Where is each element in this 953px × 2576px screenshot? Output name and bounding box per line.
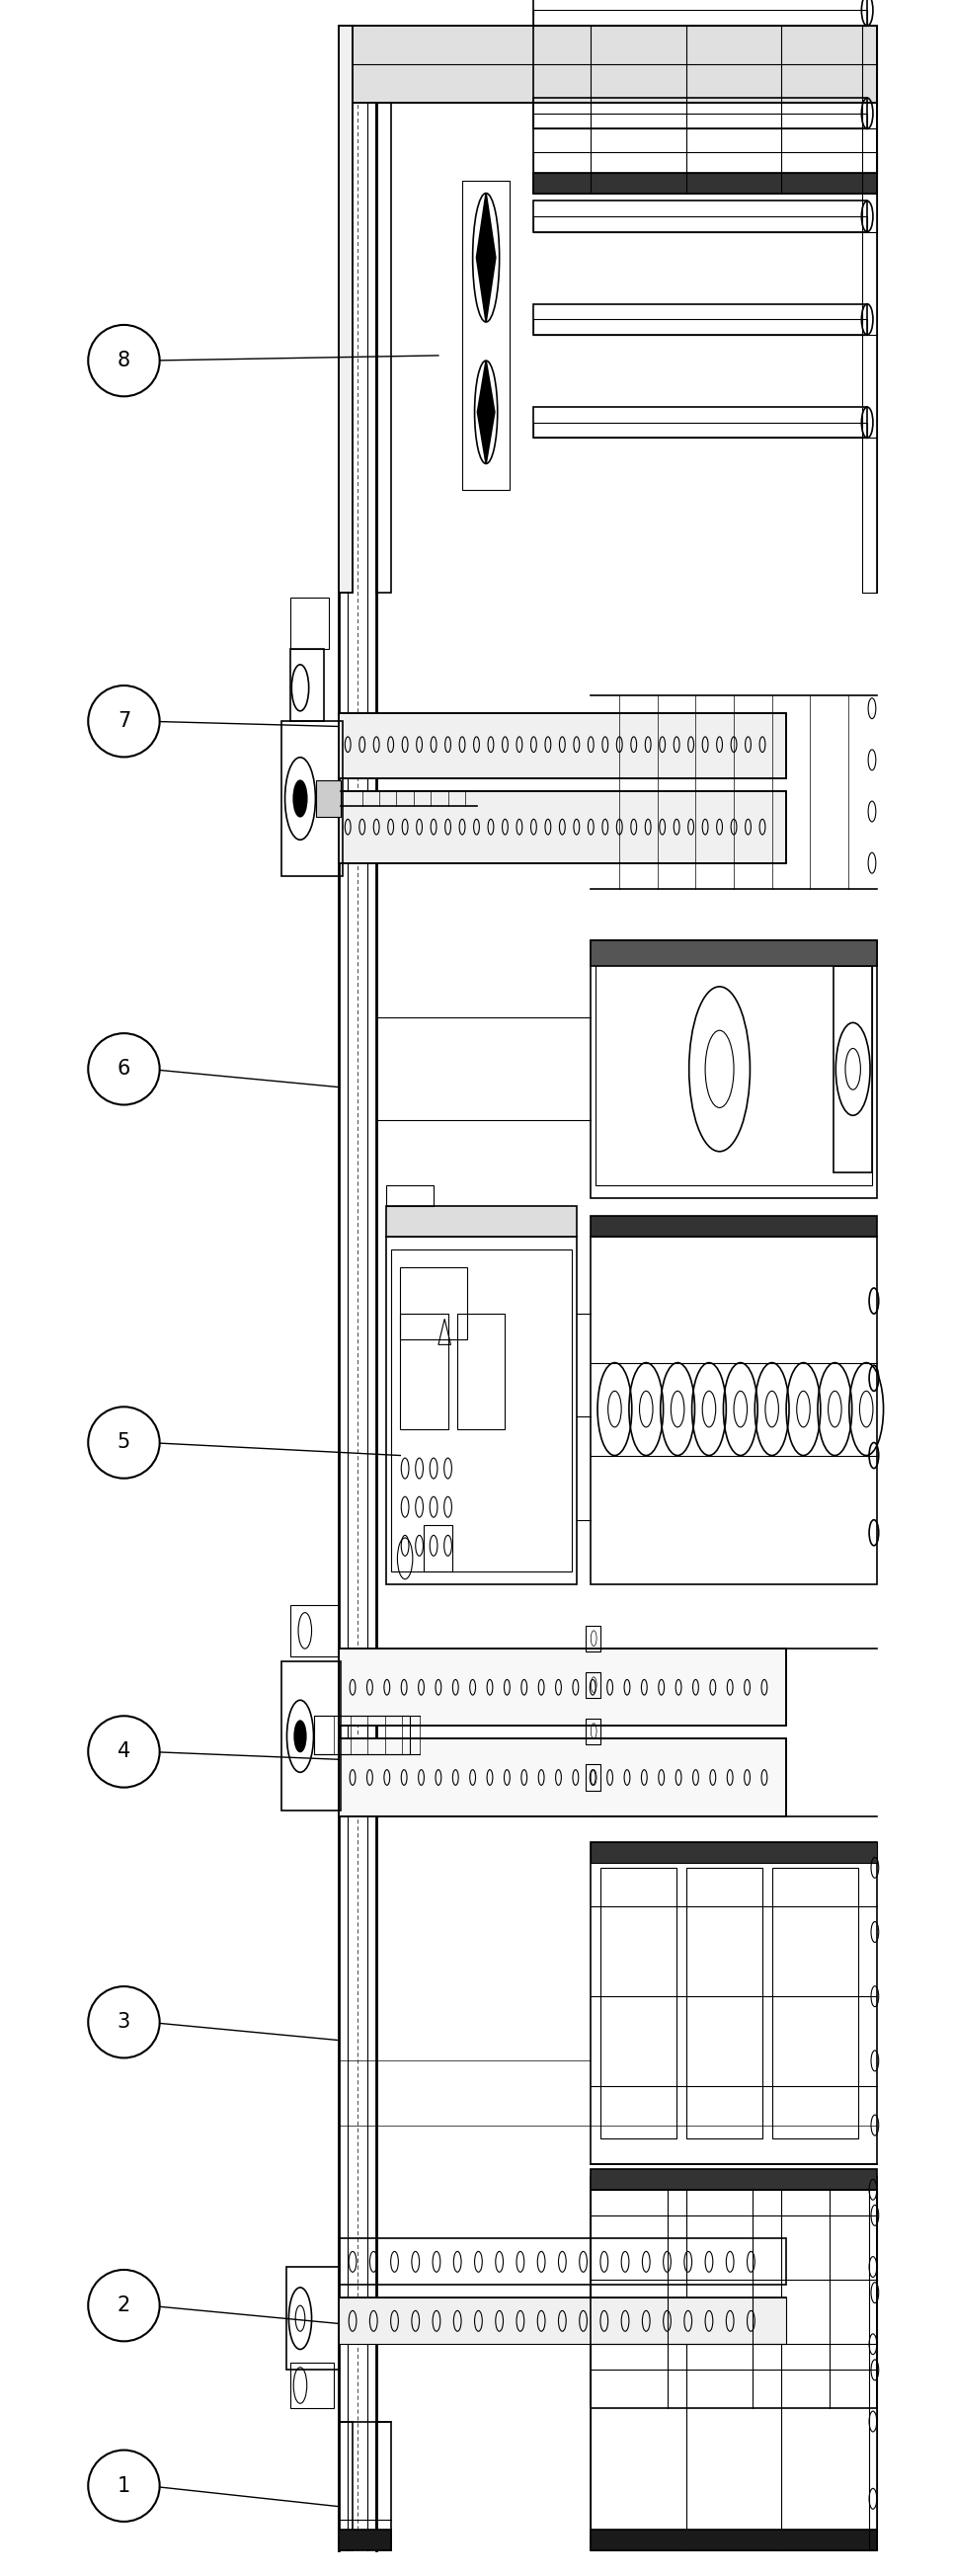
Ellipse shape — [88, 325, 159, 397]
Bar — [291, 649, 324, 721]
Bar — [338, 2421, 353, 2550]
Bar — [534, 113, 867, 129]
Text: 8: 8 — [117, 350, 131, 371]
Bar — [534, 173, 877, 193]
Bar — [338, 791, 786, 863]
Ellipse shape — [88, 1986, 159, 2058]
Text: 3: 3 — [117, 2012, 131, 2032]
Bar — [586, 1718, 600, 1744]
Bar — [534, 10, 867, 26]
Ellipse shape — [88, 1406, 159, 1479]
Bar — [338, 26, 353, 592]
Bar — [591, 1216, 877, 1236]
Bar — [534, 26, 877, 193]
Bar — [534, 422, 867, 438]
Circle shape — [294, 781, 307, 817]
Bar — [772, 1868, 858, 2138]
Bar — [316, 781, 340, 817]
Bar — [586, 1625, 600, 1651]
Bar — [386, 1236, 577, 1584]
Bar — [338, 791, 786, 863]
Circle shape — [294, 1721, 306, 1752]
Bar — [286, 2267, 338, 2370]
Bar — [591, 2169, 877, 2190]
Polygon shape — [476, 193, 496, 322]
Bar — [424, 1525, 453, 1571]
Bar — [338, 1739, 786, 1816]
Bar — [591, 2190, 877, 2550]
Bar — [591, 2530, 877, 2550]
Bar — [338, 2530, 391, 2550]
Bar — [862, 26, 877, 592]
Bar — [338, 714, 786, 778]
Bar — [338, 1649, 786, 1726]
Bar — [338, 26, 877, 103]
Bar — [534, 304, 867, 335]
Ellipse shape — [88, 685, 159, 757]
Bar — [281, 1662, 340, 1811]
Bar — [376, 2421, 391, 2550]
Text: 7: 7 — [117, 711, 131, 732]
Polygon shape — [477, 361, 495, 464]
Bar — [591, 1236, 877, 1584]
Bar — [391, 1249, 572, 1571]
Bar — [586, 1672, 600, 1698]
Bar — [291, 2362, 334, 2409]
Bar — [686, 1868, 762, 2138]
Bar — [314, 1716, 410, 1754]
Text: 2: 2 — [117, 2295, 131, 2316]
Bar — [338, 2239, 786, 2285]
Bar — [591, 2177, 877, 2409]
Bar — [291, 598, 329, 649]
Bar — [591, 2190, 877, 2550]
Bar — [591, 940, 877, 1198]
Bar — [834, 966, 872, 1172]
Bar — [338, 26, 353, 592]
Text: 4: 4 — [117, 1741, 131, 1762]
Bar — [338, 1739, 786, 1816]
Bar — [534, 407, 867, 438]
Bar — [534, 319, 867, 335]
Ellipse shape — [88, 1716, 159, 1788]
Bar — [386, 1185, 434, 1206]
Bar — [457, 1314, 505, 1430]
Ellipse shape — [88, 2450, 159, 2522]
Bar — [462, 180, 510, 489]
Bar — [338, 2298, 786, 2344]
Bar — [338, 2298, 786, 2344]
Bar — [596, 953, 872, 1185]
Bar — [534, 216, 867, 232]
Bar — [281, 721, 343, 876]
Text: 5: 5 — [117, 1432, 131, 1453]
Bar — [591, 1842, 877, 2164]
Ellipse shape — [88, 2269, 159, 2342]
Bar — [534, 0, 867, 26]
Bar — [400, 1267, 467, 1340]
Bar — [591, 940, 877, 966]
Bar — [591, 1842, 877, 1862]
Bar — [386, 1206, 577, 1236]
Bar — [534, 98, 867, 129]
Bar — [338, 714, 786, 778]
Bar — [291, 1605, 338, 1656]
Bar — [534, 201, 867, 232]
Bar — [338, 1649, 786, 1726]
Bar — [338, 26, 877, 103]
Text: 1: 1 — [117, 2476, 131, 2496]
Bar — [400, 1314, 448, 1430]
Bar — [376, 103, 391, 592]
Bar — [600, 1868, 677, 2138]
Text: 6: 6 — [117, 1059, 131, 1079]
Ellipse shape — [88, 1033, 159, 1105]
Bar — [534, 152, 877, 173]
Bar — [586, 1765, 600, 1790]
